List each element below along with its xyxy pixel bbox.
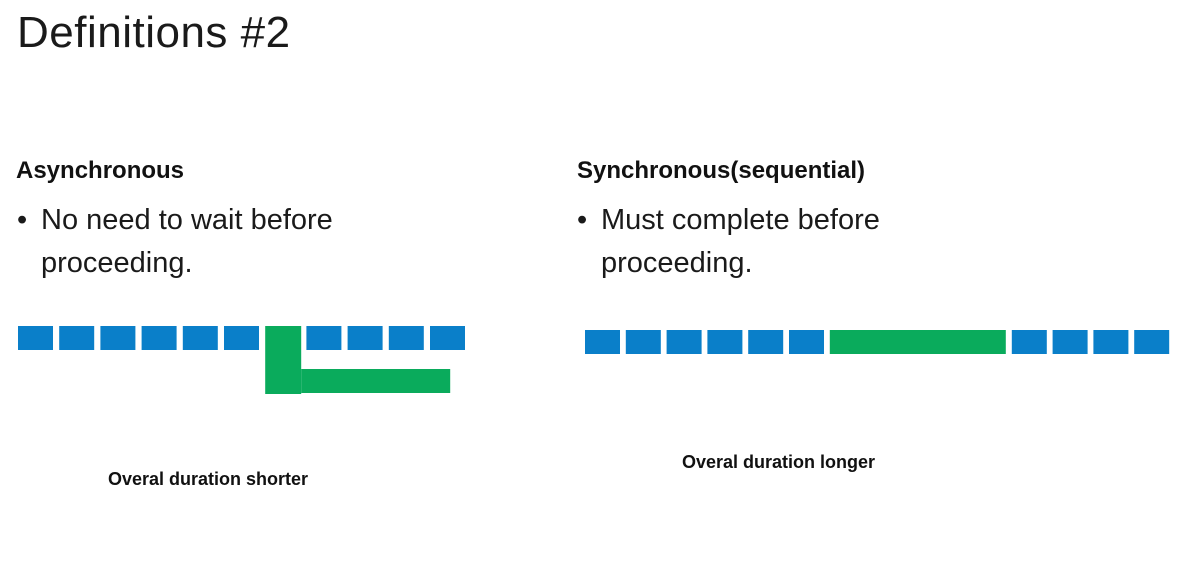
sync-task-block: [585, 330, 620, 354]
async-task-block: [430, 326, 465, 350]
async-task-block: [347, 326, 383, 350]
slide-title: Definitions #2: [17, 8, 291, 57]
async-bullet: • No need to wait before proceeding.: [17, 199, 477, 285]
sync-task-block: [666, 330, 702, 354]
sync-bullet: • Must complete before proceeding.: [577, 199, 1037, 285]
async-task-block: [100, 326, 136, 350]
async-wait-branch-vertical: [265, 326, 302, 394]
sync-task-block: [707, 330, 743, 354]
sync-task-block: [789, 330, 824, 354]
sync-task-block: [748, 330, 784, 354]
async-wait-branch-horizontal: [301, 369, 451, 393]
sync-caption: Overal duration longer: [682, 452, 876, 472]
sync-task-block: [625, 330, 661, 354]
sync-task-block: [1134, 330, 1170, 354]
sync-task-block: [1011, 330, 1047, 354]
sync-wait-block: [829, 330, 1006, 354]
sync-bullet-text: Must complete before proceeding.: [601, 204, 880, 279]
sync-timeline: [585, 330, 1170, 354]
async-heading: Asynchronous: [16, 157, 185, 184]
async-task-block: [59, 326, 95, 350]
async-task-block: [18, 326, 53, 350]
async-task-block: [224, 326, 259, 350]
async-bullet-text: No need to wait before proceeding.: [41, 204, 333, 279]
sync-heading: Synchronous(sequential): [577, 157, 866, 184]
async-task-block: [182, 326, 218, 350]
async-task-block: [141, 326, 177, 350]
async-task-block: [388, 326, 424, 350]
async-task-block: [306, 326, 342, 350]
async-caption: Overal duration shorter: [108, 469, 309, 489]
bullet-dot: •: [577, 204, 588, 236]
sync-task-block: [1052, 330, 1088, 354]
sync-task-block: [1093, 330, 1129, 354]
async-timeline: [18, 326, 465, 394]
bullet-dot: •: [17, 204, 28, 236]
